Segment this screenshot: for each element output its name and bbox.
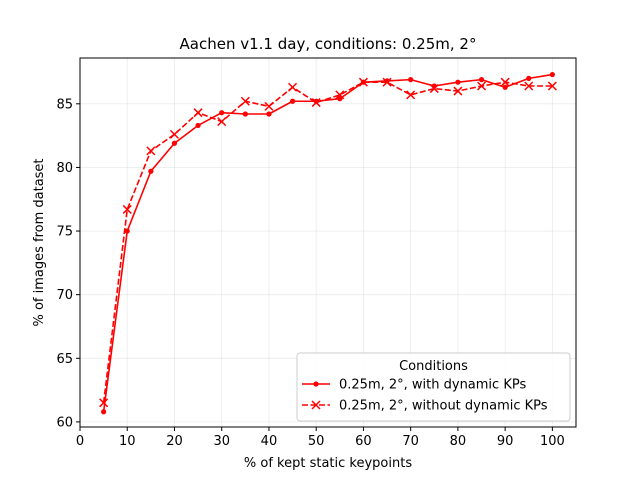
data-point (337, 96, 343, 102)
plot-frame (79, 57, 577, 428)
data-point (429, 84, 439, 94)
y-tick-label: 80 (56, 161, 73, 176)
y-axis-label: % of images from dataset (32, 158, 47, 326)
x-tick-label: 10 (119, 434, 136, 449)
data-point (148, 168, 154, 174)
data-point (264, 101, 274, 111)
y-tick-label: 85 (56, 97, 73, 112)
chart-title: Aachen v1.1 day, conditions: 0.25m, 2° (180, 35, 477, 53)
y-tick-label: 75 (56, 225, 73, 240)
data-point (406, 90, 416, 100)
data-point (240, 96, 250, 106)
data-point (358, 77, 368, 87)
data-point (146, 146, 156, 156)
data-point (335, 90, 345, 100)
data-point (289, 98, 296, 104)
x-tick-label: 100 (540, 434, 565, 449)
data-point (524, 81, 534, 91)
axis-ticks: 0 10 20 30 40 50 60 70 80 90 100 60 65 70 75 80 85 (56, 97, 564, 449)
data-point (500, 77, 510, 87)
data-point (242, 111, 248, 117)
series-line (102, 73, 553, 412)
data-point (453, 86, 463, 96)
x-axis-label: % of kept static keypoints (244, 456, 412, 471)
data-point (217, 117, 227, 127)
y-tick-label: 65 (56, 352, 73, 367)
data-point (266, 111, 272, 117)
data-point (195, 122, 201, 129)
x-tick-label: 50 (308, 434, 325, 449)
legend-box (296, 352, 571, 422)
x-tick-label: 90 (497, 434, 514, 449)
data-point (101, 409, 107, 415)
x-tick-label: 70 (402, 434, 419, 449)
data-point (408, 77, 414, 83)
series-layer (99, 71, 557, 415)
y-tick-label: 70 (56, 288, 73, 303)
data-point (193, 108, 203, 118)
data-point (124, 228, 130, 234)
data-point (288, 82, 298, 92)
data-point (547, 81, 557, 91)
data-point (311, 98, 321, 108)
x-tick-label: 0 (76, 434, 84, 449)
x-tick-label: 60 (355, 434, 372, 449)
data-point (478, 77, 485, 83)
x-tick-label: 20 (166, 434, 183, 449)
legend-marker (313, 381, 319, 387)
legend-entries: 0.25m, 2°, with dynamic KPs 0.25m, 2°, wi… (302, 378, 548, 414)
legend-title: Conditions (399, 359, 468, 374)
legend-marker (311, 400, 321, 410)
data-point (502, 84, 508, 90)
data-point (169, 129, 180, 139)
legend-entry: 0.25m, 2°, without dynamic KPs (302, 399, 548, 414)
x-tick-label: 40 (261, 434, 278, 449)
data-point (99, 398, 109, 408)
series-without-dynamic-kps (99, 77, 557, 408)
data-point (526, 75, 532, 81)
data-point (219, 110, 225, 116)
data-point (171, 140, 178, 146)
x-tick-label: 30 (213, 434, 230, 449)
data-point (549, 71, 555, 78)
legend: Conditions 0.25m, 2°, with dynamic KPs0.… (296, 352, 571, 422)
data-point (382, 77, 392, 87)
x-tick-label: 80 (450, 434, 467, 449)
legend-label: 0.25m, 2°, without dynamic KPs (339, 399, 548, 414)
legend-entry: 0.25m, 2°, with dynamic KPs (302, 378, 526, 393)
data-point (122, 204, 132, 214)
y-tick-label: 60 (56, 415, 73, 430)
legend-label: 0.25m, 2°, with dynamic KPs (339, 378, 526, 393)
data-point (455, 79, 461, 85)
data-point (476, 81, 487, 91)
